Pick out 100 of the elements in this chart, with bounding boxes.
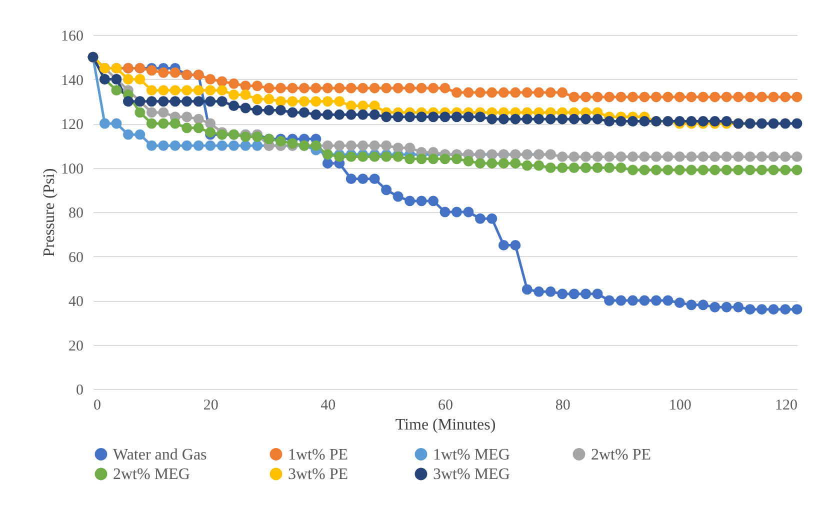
y-tick-label: 160: [61, 28, 84, 44]
point: [240, 90, 251, 100]
point: [756, 304, 768, 315]
point: [122, 74, 134, 84]
point: [170, 140, 180, 151]
point: [228, 140, 240, 151]
point: [122, 129, 134, 140]
point: [627, 151, 638, 162]
point: [182, 140, 192, 151]
y-tick-label: 60: [68, 250, 84, 266]
y-tick-label: 20: [68, 338, 84, 354]
point: [404, 196, 416, 206]
point: [392, 191, 404, 202]
point: [616, 295, 626, 306]
point: [768, 151, 779, 162]
point: [381, 184, 392, 196]
point: [733, 302, 744, 312]
point: [146, 85, 157, 96]
point: [768, 304, 779, 315]
legend-label: 2wt% MEG: [113, 466, 190, 483]
point: [534, 286, 544, 297]
point: [616, 151, 626, 162]
legend-label: Water and Gas: [113, 446, 207, 464]
point: [134, 129, 146, 140]
x-tick-label: 100: [668, 398, 692, 414]
point: [792, 151, 802, 162]
point: [322, 96, 333, 107]
point: [287, 96, 298, 107]
point: [193, 85, 204, 96]
point: [346, 174, 356, 184]
point: [522, 284, 532, 295]
point: [158, 140, 169, 151]
point: [557, 151, 568, 162]
point: [216, 85, 228, 96]
point: [298, 96, 310, 107]
point: [592, 288, 603, 300]
point: [358, 100, 368, 112]
point: [580, 288, 592, 300]
point: [170, 85, 180, 96]
point: [404, 142, 416, 154]
point: [216, 140, 228, 151]
legend-label: 1wt% MEG: [433, 446, 510, 464]
point: [205, 140, 216, 151]
point: [416, 196, 427, 206]
x-tick-label: 40: [320, 398, 336, 414]
point: [228, 90, 240, 100]
point: [252, 94, 263, 104]
point: [756, 151, 768, 162]
x-tick-label: 120: [775, 398, 798, 414]
point: [346, 140, 356, 151]
point: [310, 96, 322, 107]
y-tick-label: 80: [68, 206, 84, 222]
point: [369, 174, 380, 184]
point: [744, 151, 756, 162]
point: [698, 300, 708, 310]
point: [639, 151, 650, 162]
point: [252, 140, 263, 151]
point: [662, 151, 674, 162]
point: [474, 213, 486, 224]
y-tick-label: 0: [76, 382, 84, 398]
point: [604, 151, 615, 162]
point: [674, 151, 685, 162]
point: [451, 206, 462, 218]
point: [568, 288, 580, 300]
point: [568, 151, 580, 162]
point: [721, 302, 732, 312]
x-tick-label: 20: [203, 398, 218, 414]
point: [780, 304, 791, 315]
point: [698, 151, 708, 162]
point: [686, 151, 697, 162]
x-tick-label: 60: [438, 398, 453, 414]
point: [358, 140, 368, 151]
point: [240, 140, 251, 151]
point: [193, 140, 204, 151]
x-tick-label: 0: [94, 398, 101, 414]
point: [334, 96, 345, 107]
point: [428, 196, 439, 206]
point: [592, 151, 603, 162]
point: [650, 295, 662, 306]
point: [639, 295, 650, 306]
legend-label: 2wt% PE: [591, 446, 651, 464]
point: [182, 112, 192, 122]
point: [158, 107, 169, 118]
point: [334, 140, 345, 151]
point: [792, 304, 802, 315]
point: [205, 85, 216, 96]
legend-label: 3wt% PE: [288, 466, 348, 483]
point: [134, 74, 146, 84]
point: [627, 295, 638, 306]
point: [498, 240, 509, 250]
point: [358, 174, 368, 184]
point: [275, 96, 286, 107]
point: [650, 151, 662, 162]
y-tick-label: 120: [61, 117, 84, 133]
point: [193, 114, 204, 124]
x-axis-title: Time (Minutes): [395, 416, 496, 434]
point: [463, 206, 474, 218]
point: [99, 118, 110, 129]
point: [158, 85, 169, 96]
point: [674, 297, 685, 308]
